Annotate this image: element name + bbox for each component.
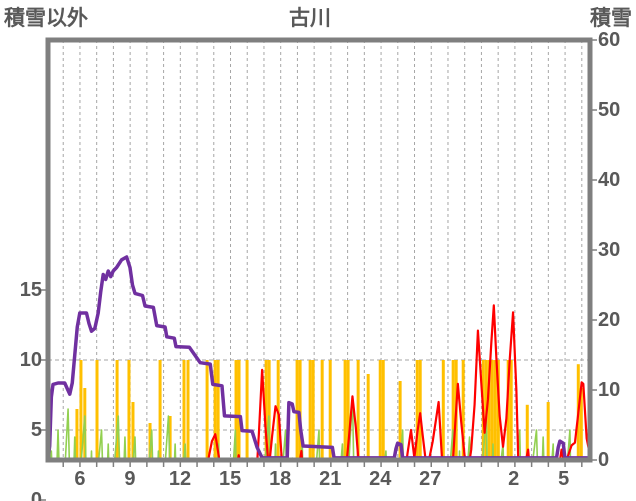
right-axis-tick-40: 40 xyxy=(598,169,621,191)
plot-border xyxy=(45,37,593,463)
green-line xyxy=(50,396,572,460)
x-axis-tick-15: 15 xyxy=(219,468,242,490)
x-axis-tick-9: 9 xyxy=(124,468,136,490)
x-axis-tick-5: 5 xyxy=(558,468,570,490)
left-axis-tick-10: 10 xyxy=(19,349,42,371)
x-axis-tick-24: 24 xyxy=(369,468,392,490)
x-axis-tick-6: 6 xyxy=(74,468,86,490)
purple-snow-line xyxy=(48,255,590,460)
left-axis-tick-5: 5 xyxy=(30,419,42,441)
red-line xyxy=(207,304,590,460)
x-axis-tick-12: 12 xyxy=(168,468,192,490)
x-axis-tick-18: 18 xyxy=(269,468,292,490)
series-layer xyxy=(48,255,590,460)
x-axis-tick-27: 27 xyxy=(419,468,442,490)
x-axis-tick-2: 2 xyxy=(508,468,520,490)
x-axis-tick-21: 21 xyxy=(319,468,342,490)
left-axis-tick-0: 0 xyxy=(30,489,42,501)
right-axis-tick-10: 10 xyxy=(598,379,621,401)
right-axis-tick-30: 30 xyxy=(598,239,621,261)
tick-marks xyxy=(41,39,597,501)
chart-title: 古川 xyxy=(289,7,331,30)
right-axis-tick-20: 20 xyxy=(598,309,621,331)
right-axis-tick-0: 0 xyxy=(598,449,610,471)
left-axis-title: 積雪以外 xyxy=(4,7,88,30)
right-axis-title: 積雪 xyxy=(590,7,632,30)
left-axis-tick-15: 15 xyxy=(19,279,42,301)
right-axis-tick-50: 50 xyxy=(598,99,621,121)
right-axis-tick-60: 60 xyxy=(598,29,621,51)
